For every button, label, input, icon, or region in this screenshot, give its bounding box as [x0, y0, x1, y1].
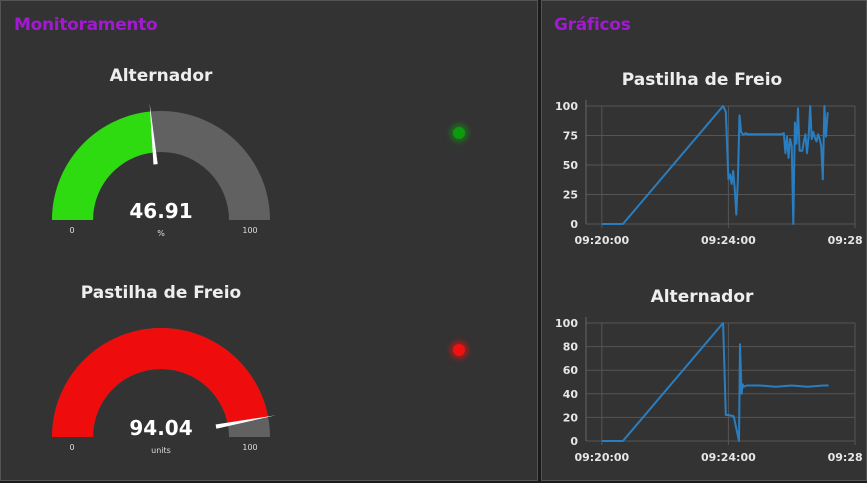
- alternador-line-chart: 0 20 40 60 80 100 09:20:00 09:24:00 09:28:00: [555, 317, 862, 464]
- gauge-value: 94.04: [129, 416, 192, 440]
- charts-title: Gráficos: [554, 15, 631, 35]
- gauge-title-pastilha: Pastilha de Freio: [80, 283, 242, 303]
- pastilha-line-chart: 0 25 50 75 100 09:20:00 09:24:00 09:28:00: [555, 100, 862, 247]
- y-tick-label: 20: [563, 411, 579, 424]
- x-tick-label: 09:24:00: [701, 234, 756, 247]
- gauge-fill: [52, 328, 269, 437]
- y-tick-label: 75: [563, 130, 578, 143]
- charts-panel: Gráficos Pastilha de Freio 0 25 50 75 100 09:…: [541, 0, 867, 481]
- alternador-status-led: [453, 127, 465, 139]
- monitoring-title: Monitoramento: [14, 15, 158, 35]
- y-tick-label: 0: [570, 218, 578, 231]
- gauge-needle: [215, 415, 276, 429]
- x-tick-label: 09:20:00: [574, 234, 629, 247]
- y-tick-label: 100: [555, 317, 578, 330]
- gauge-unit: %: [157, 229, 165, 238]
- y-tick-label: 40: [563, 388, 579, 401]
- y-tick-label: 0: [570, 435, 578, 448]
- y-tick-label: 60: [563, 364, 579, 377]
- y-tick-label: 100: [555, 100, 578, 113]
- monitoring-panel: Monitoramento Alternador 46.91 % 0 100 P…: [0, 0, 538, 481]
- pastilha-gauge: 94.04 units 0 100: [52, 328, 276, 455]
- gauge-title-alternador: Alternador: [109, 66, 213, 86]
- gauge-needle: [149, 103, 158, 165]
- series-line: [601, 105, 829, 225]
- gauge-min-label: 0: [69, 443, 74, 452]
- gauge-unit: units: [151, 446, 171, 455]
- gauge-min-label: 0: [69, 226, 74, 235]
- gauge-max-label: 100: [242, 443, 257, 452]
- gauge-max-label: 100: [242, 226, 257, 235]
- y-tick-label: 80: [563, 341, 579, 354]
- pastilha-status-led: [453, 344, 465, 356]
- x-tick-label: 09:28:00: [828, 451, 862, 464]
- y-tick-label: 50: [563, 159, 579, 172]
- x-tick-label: 09:20:00: [574, 451, 629, 464]
- gauge-fill: [52, 111, 155, 220]
- y-tick-label: 25: [563, 189, 578, 202]
- x-tick-label: 09:24:00: [701, 451, 756, 464]
- gauge-value: 46.91: [129, 199, 192, 223]
- chart-title-pastilha: Pastilha de Freio: [621, 70, 783, 90]
- alternador-gauge: 46.91 % 0 100: [52, 103, 270, 238]
- x-tick-label: 09:28:00: [828, 234, 862, 247]
- series-line: [601, 322, 829, 442]
- chart-title-alternador: Alternador: [650, 287, 754, 307]
